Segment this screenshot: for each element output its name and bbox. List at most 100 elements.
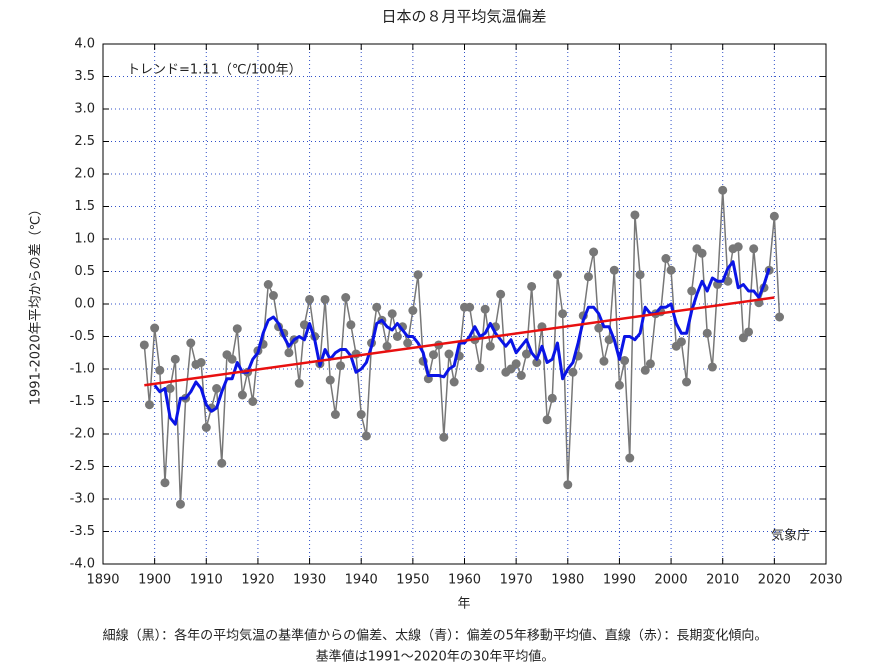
x-axis-label: 年 (457, 597, 470, 612)
y-tick-label: 1.5 (74, 199, 95, 214)
data-point (609, 265, 619, 275)
y-tick-label: -1.0 (70, 362, 95, 377)
data-point (320, 294, 330, 304)
data-point (614, 380, 624, 390)
data-point (336, 361, 346, 371)
y-tick-label: -2.5 (70, 459, 95, 474)
y-tick-label: 3.0 (74, 102, 95, 117)
data-point (707, 362, 717, 372)
y-tick-label: 1.0 (74, 232, 95, 247)
data-point (676, 337, 686, 347)
y-tick-label: 2.5 (74, 134, 95, 149)
x-tick-label: 1900 (138, 573, 171, 588)
data-point (558, 309, 568, 319)
data-point (527, 281, 537, 291)
data-point (325, 375, 335, 385)
data-point (682, 377, 692, 387)
series-line (153, 260, 771, 426)
data-point (583, 272, 593, 282)
data-point (227, 354, 237, 364)
y-tick-label: 2.0 (74, 167, 95, 182)
y-tick-label: 3.5 (74, 69, 95, 84)
data-point (387, 309, 397, 319)
data-point (594, 323, 604, 333)
note: 基準値は1991～2020年の30年平均値。 (316, 649, 555, 665)
data-point (749, 244, 759, 254)
x-tick-label: 2010 (706, 573, 739, 588)
y-tick-label: 0.0 (74, 297, 95, 312)
y-tick-label: 4.0 (74, 37, 95, 52)
data-point (196, 358, 206, 367)
y-tick-label: -4.0 (70, 557, 95, 572)
data-point (346, 320, 356, 330)
data-point (702, 328, 712, 338)
x-tick-label: 1890 (86, 573, 119, 588)
x-tick-label: 1940 (345, 573, 378, 588)
data-point (697, 248, 707, 258)
data-point (212, 384, 222, 393)
x-tick-label: 1970 (500, 573, 533, 588)
y-tick-label: -0.5 (70, 329, 95, 344)
x-tick-label: 1910 (190, 573, 223, 588)
data-point (718, 185, 728, 195)
data-point (392, 332, 402, 341)
data-point (439, 432, 449, 442)
x-tick-label: 1950 (396, 573, 429, 588)
data-point (485, 341, 495, 351)
data-point (666, 265, 676, 275)
data-point (284, 348, 294, 358)
data-point (444, 349, 454, 359)
data-point (201, 423, 211, 432)
data-point (341, 293, 351, 302)
x-tick-label: 2030 (809, 573, 842, 588)
x-tick-label: 1920 (241, 573, 274, 588)
data-point (186, 338, 196, 348)
data-point (511, 359, 521, 369)
note: 細線（黒）：各年の平均気温の基準値からの偏差、太線（青）：偏差の5年移動平均値、… (103, 628, 768, 644)
data-point (408, 306, 418, 315)
data-point (563, 480, 573, 490)
data-point (372, 302, 382, 312)
data-point (429, 350, 439, 360)
data-point (496, 289, 506, 299)
trend-annotation: トレンド=1.11（℃/100年） (127, 63, 302, 78)
data-point (160, 478, 170, 488)
data-point (155, 365, 165, 375)
data-point (620, 356, 630, 366)
data-point (175, 499, 185, 509)
x-tick-label: 2020 (758, 573, 791, 588)
x-tick-label: 1960 (448, 573, 481, 588)
data-point (604, 335, 614, 345)
data-point (589, 247, 599, 257)
data-point (232, 324, 242, 334)
data-point (382, 341, 392, 351)
data-point (521, 349, 531, 359)
data-point (738, 333, 748, 343)
data-point (268, 291, 278, 301)
y-tick-label: -2.0 (70, 427, 95, 442)
data-point (568, 367, 578, 377)
data-point (480, 304, 490, 314)
data-point (475, 363, 485, 373)
data-point (170, 354, 180, 364)
data-point (144, 400, 154, 410)
x-tick-label: 1990 (603, 573, 636, 588)
data-point (150, 323, 160, 333)
series-line (143, 189, 781, 505)
data-point (640, 365, 650, 375)
data-point (299, 320, 309, 330)
data-point (361, 431, 371, 441)
data-point (449, 377, 459, 387)
data-point (305, 294, 315, 304)
data-point (294, 378, 304, 388)
data-point (516, 371, 526, 380)
y-tick-label: -1.5 (70, 394, 95, 409)
data-point (248, 397, 258, 406)
data-point (744, 327, 754, 337)
data-point (775, 312, 785, 322)
data-point (645, 359, 655, 369)
data-point (635, 270, 645, 280)
x-tick-label: 2000 (655, 573, 688, 588)
